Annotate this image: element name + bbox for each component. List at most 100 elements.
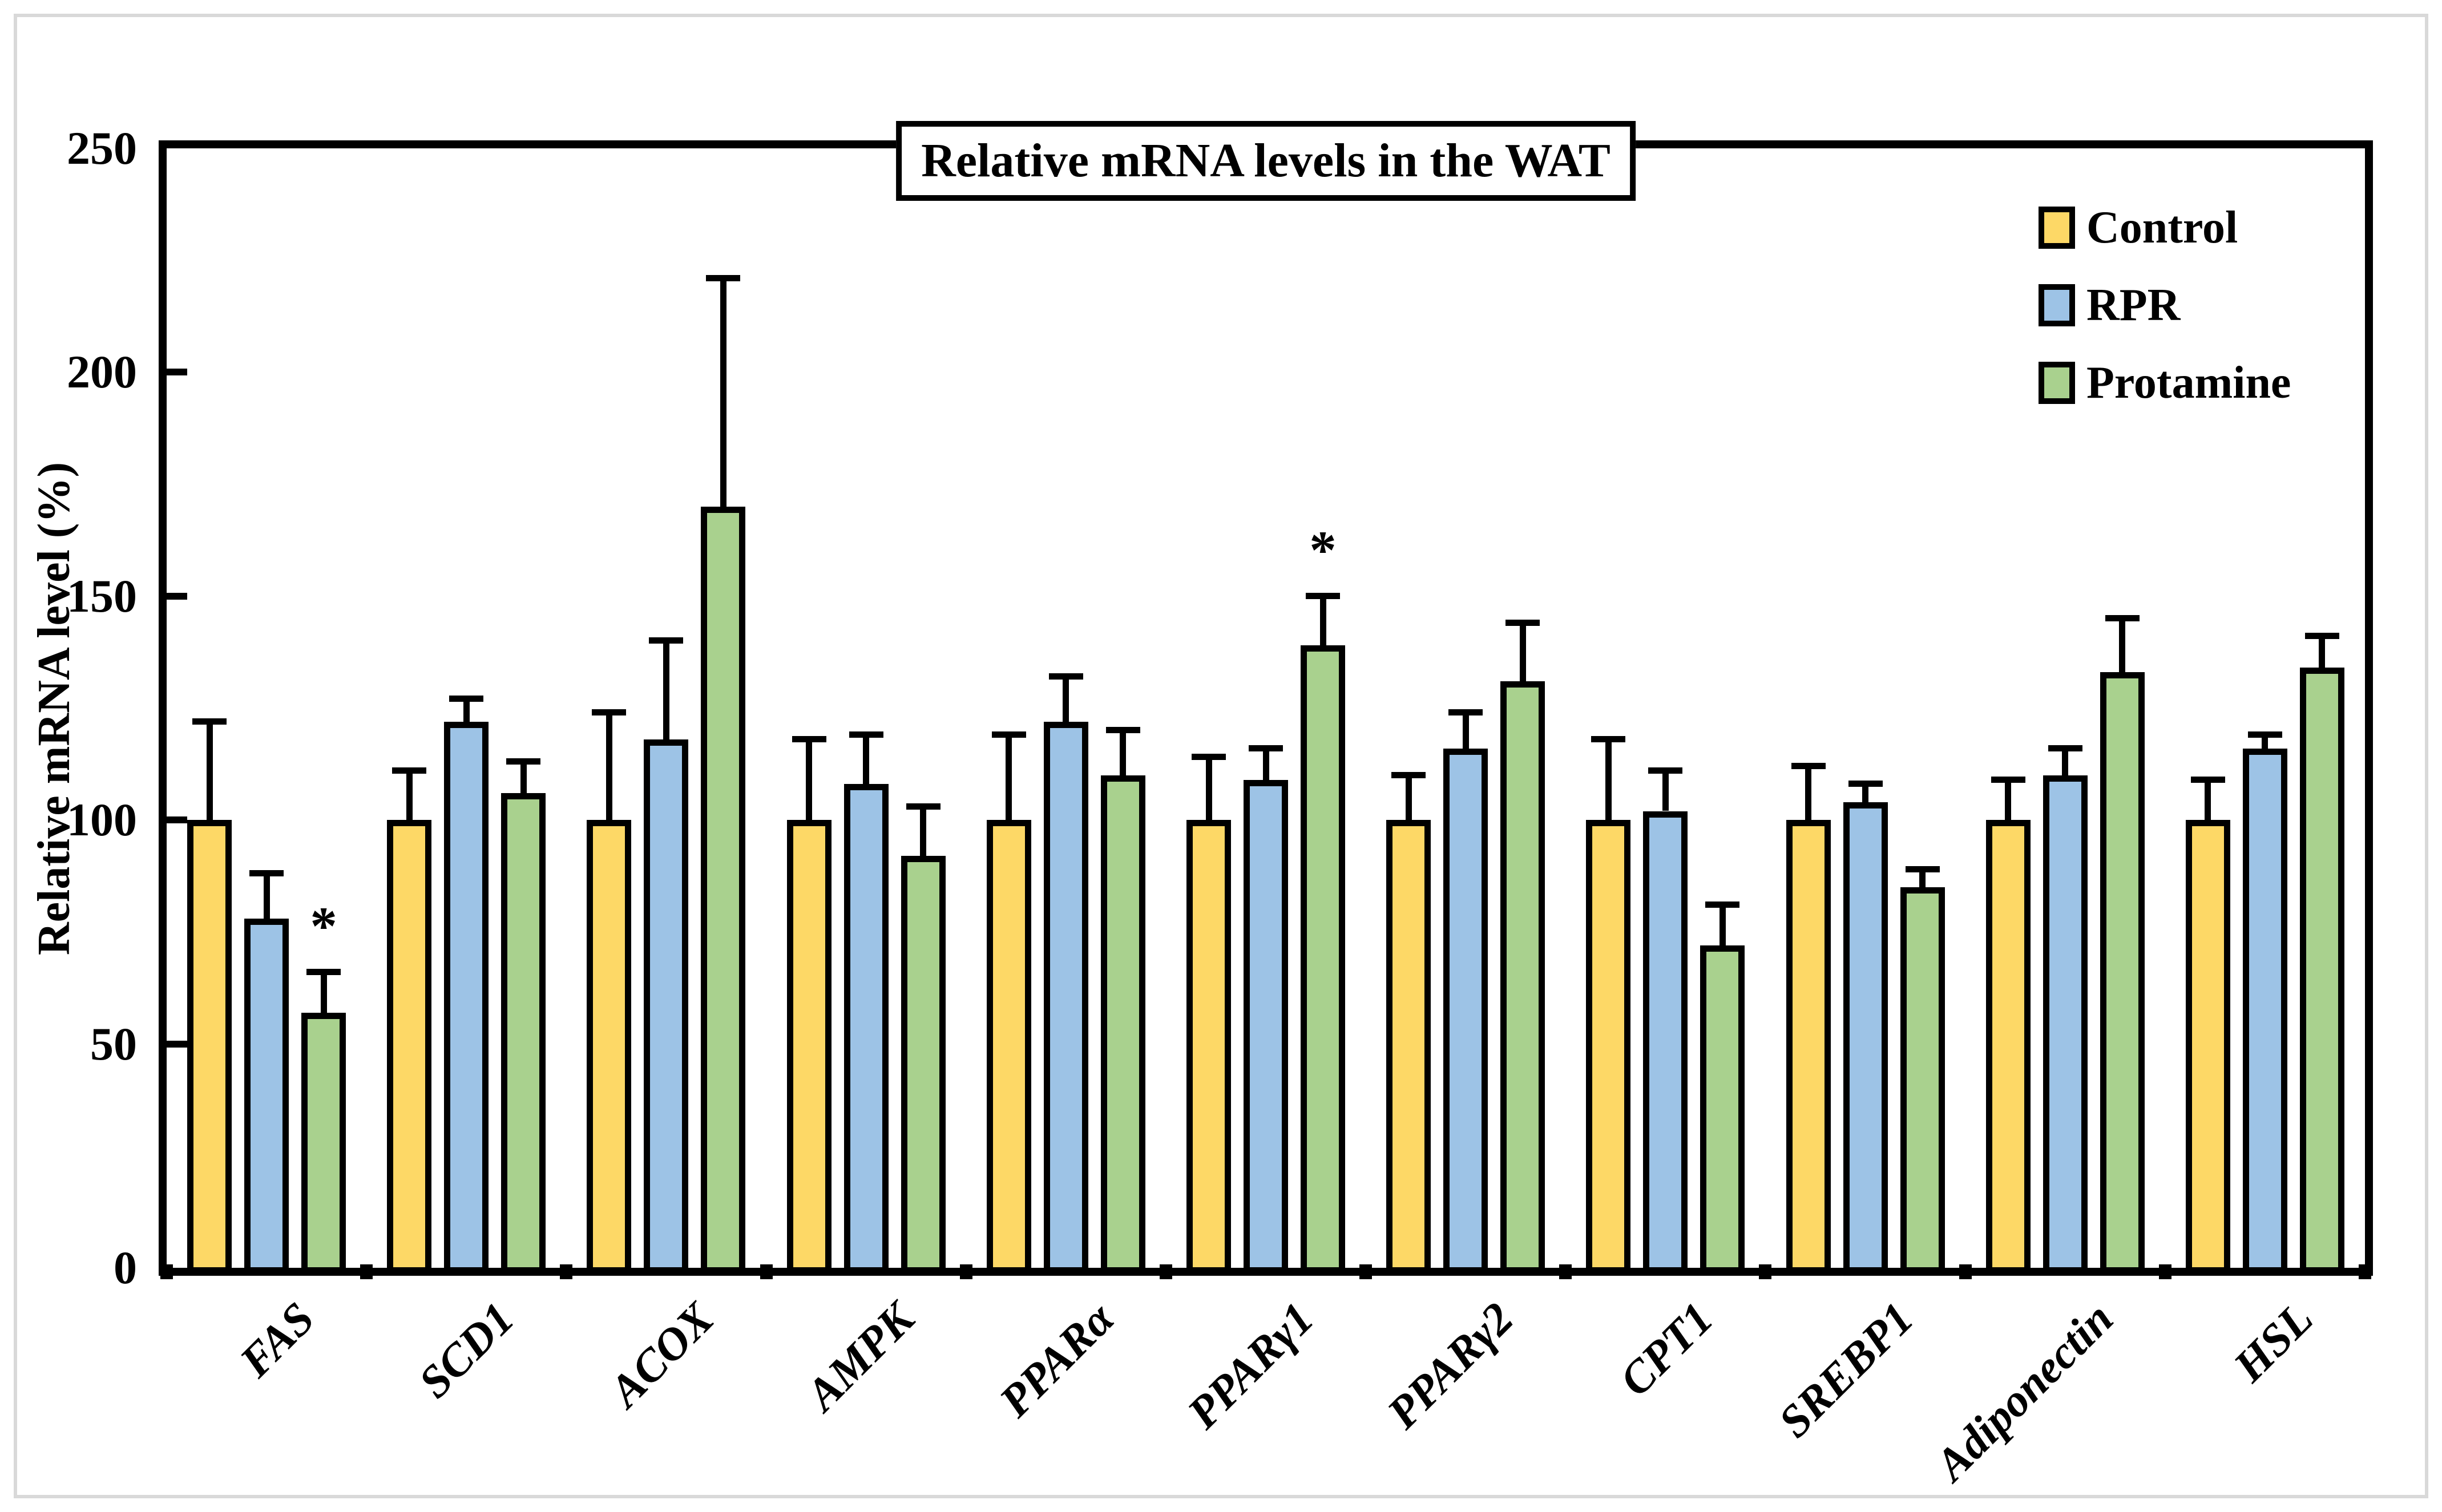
error-bar-cap: [1105, 727, 1140, 734]
y-axis-tick-label: 100: [67, 794, 137, 846]
error-bar-line: [2119, 618, 2126, 673]
error-bar-line: [2262, 735, 2269, 749]
x-axis-tick: [160, 1264, 173, 1279]
chart-title: Relative mRNA levels in the WAT: [896, 121, 1636, 201]
legend-swatch-control: [2039, 207, 2075, 249]
x-axis-tick: [760, 1264, 773, 1279]
y-axis-tick: [167, 816, 187, 824]
bar-RPR-FAS: [244, 918, 289, 1274]
error-bar-line: [1405, 775, 1412, 820]
bar-Protamine-ACOX: [701, 506, 746, 1274]
y-axis-tick-label: 250: [67, 122, 137, 174]
error-bar-line: [1605, 739, 1612, 820]
error-bar-line: [2005, 779, 2012, 820]
error-bar-cap: [1705, 901, 1740, 908]
error-bar-cap: [1192, 754, 1226, 761]
legend-label: Control: [2086, 203, 2238, 253]
bar-RPR-Adiponectin: [2043, 775, 2088, 1274]
error-bar-cap: [592, 709, 627, 715]
y-axis-tick-label: 50: [90, 1017, 137, 1070]
bar-Control-PPARγ2: [1386, 820, 1431, 1274]
bar-RPR-SREBP1: [1843, 802, 1888, 1274]
error-bar-line: [1319, 596, 1326, 646]
bar-Control-SREBP1: [1786, 820, 1831, 1274]
error-bar-line: [263, 874, 270, 919]
figure-border: [14, 14, 2428, 1498]
bar-Control-CPT1: [1586, 820, 1631, 1274]
x-axis-tick: [1759, 1264, 1772, 1279]
error-bar-cap: [1791, 763, 1826, 770]
error-bar-line: [2319, 636, 2326, 668]
bar-RPR-CPT1: [1643, 811, 1688, 1274]
error-bar-line: [520, 762, 527, 794]
error-bar-line: [1662, 770, 1669, 811]
bar-Control-SCD1: [387, 820, 432, 1274]
error-bar-line: [2205, 779, 2211, 820]
x-axis-tick: [1959, 1264, 1972, 1279]
bar-RPR-SCD1: [444, 721, 489, 1274]
error-bar-cap: [706, 274, 741, 281]
bar-Protamine-AMPK: [901, 855, 946, 1274]
error-bar-cap: [1991, 776, 2025, 783]
error-bar-cap: [849, 731, 883, 738]
significance-star: *: [1309, 519, 1337, 580]
error-bar-cap: [1591, 735, 1626, 742]
error-bar-line: [606, 712, 612, 820]
y-axis-tick-label: 150: [67, 569, 137, 622]
error-bar-cap: [991, 731, 1026, 738]
error-bar-cap: [1848, 781, 1883, 787]
error-bar-line: [720, 278, 726, 507]
bar-Control-AMPK: [786, 820, 832, 1274]
error-bar-line: [1805, 766, 1812, 820]
bar-RPR-PPARα: [1043, 721, 1088, 1274]
error-bar-cap: [2048, 745, 2082, 751]
bar-Protamine-SREBP1: [1900, 887, 1945, 1274]
error-bar-cap: [1505, 619, 1540, 626]
legend-item-control: Control: [2039, 205, 2291, 250]
error-bar-cap: [2105, 615, 2140, 622]
error-bar-line: [463, 699, 470, 722]
error-bar-cap: [1448, 709, 1483, 715]
bar-Protamine-PPARα: [1100, 775, 1145, 1274]
error-bar-cap: [1249, 745, 1283, 751]
legend-item-protamine: Protamine: [2039, 360, 2291, 406]
x-axis-tick: [1559, 1264, 1572, 1279]
error-bar-cap: [2247, 731, 2282, 738]
x-axis-tick: [560, 1264, 573, 1279]
x-axis-tick: [2359, 1264, 2371, 1279]
error-bar-line: [806, 739, 813, 820]
error-bar-line: [1919, 869, 1926, 887]
legend: Control RPR Protamine: [2039, 205, 2291, 443]
error-bar-line: [1462, 712, 1469, 749]
error-bar-cap: [192, 718, 227, 725]
error-bar-line: [1262, 748, 1269, 780]
y-axis-tick-label: 200: [67, 346, 137, 398]
error-bar-line: [1862, 784, 1869, 802]
error-bar-cap: [249, 870, 284, 877]
error-bar-line: [663, 641, 669, 739]
error-bar-line: [920, 806, 927, 856]
error-bar-line: [1719, 905, 1726, 945]
y-axis-tick: [167, 592, 187, 600]
bar-RPR-ACOX: [644, 739, 689, 1274]
bar-Protamine-PPARγ2: [1500, 681, 1545, 1274]
error-bar-cap: [1648, 767, 1683, 774]
error-bar-cap: [1048, 673, 1083, 680]
error-bar-line: [206, 721, 213, 820]
x-axis-tick: [360, 1264, 373, 1279]
error-bar-cap: [449, 696, 484, 702]
legend-swatch-protamine: [2039, 362, 2075, 404]
bar-Protamine-CPT1: [1700, 945, 1745, 1274]
error-bar-line: [863, 735, 870, 785]
error-bar-line: [1205, 757, 1212, 820]
error-bar-line: [1063, 677, 1069, 722]
error-bar-line: [1519, 622, 1526, 681]
significance-star: *: [310, 896, 337, 957]
error-bar-cap: [1306, 592, 1340, 599]
bar-RPR-PPARγ2: [1443, 748, 1488, 1274]
bar-RPR-PPARγ1: [1244, 779, 1288, 1274]
error-bar-line: [320, 972, 327, 1013]
error-bar-cap: [306, 969, 341, 976]
bar-Control-HSL: [2185, 820, 2230, 1274]
